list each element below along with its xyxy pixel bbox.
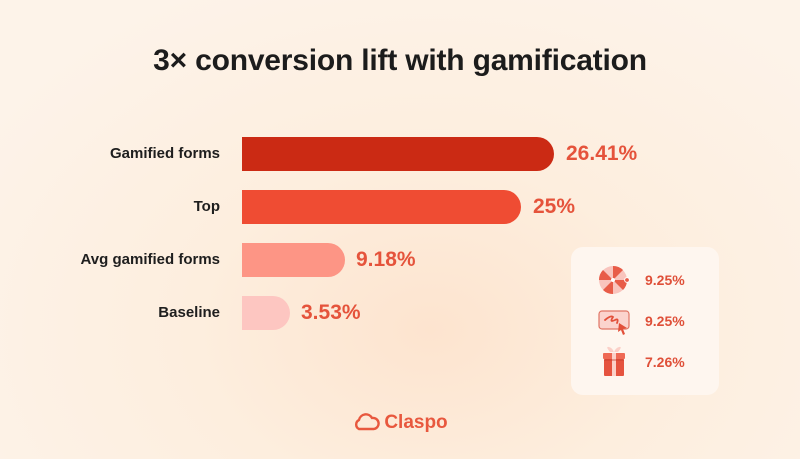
- gamification-types-card: 9.25% 9.25% 7.26%: [571, 247, 719, 395]
- bar-row-baseline: Baseline 3.53%: [0, 296, 800, 330]
- brand-logo: Claspo: [0, 412, 800, 434]
- bar: [242, 190, 521, 224]
- card-item-value: 9.25%: [645, 313, 685, 329]
- bar-value: 9.18%: [356, 248, 416, 271]
- brand-name: Claspo: [384, 412, 448, 433]
- bar: [242, 137, 554, 171]
- bar-value: 25%: [533, 195, 576, 218]
- card-item-value: 7.26%: [645, 354, 685, 370]
- bar-value: 3.53%: [301, 301, 361, 324]
- bar-label: Avg gamified forms: [80, 251, 220, 268]
- card-item-spin-wheel: 9.25%: [571, 262, 719, 298]
- bar-row-avg-gamified-forms: Avg gamified forms 9.18%: [0, 243, 800, 277]
- bar-row-gamified-forms: Gamified forms 26.41%: [0, 137, 800, 171]
- scratch-card-icon: [597, 305, 631, 337]
- card-item-gift-box: 7.26%: [571, 344, 719, 380]
- spin-wheel-icon: [597, 264, 631, 296]
- bar-label: Gamified forms: [109, 145, 220, 162]
- bar: [242, 243, 345, 277]
- bar: [242, 296, 290, 330]
- chart-title: 3× conversion lift with gamification: [153, 44, 647, 77]
- card-item-value: 9.25%: [645, 272, 685, 288]
- cloud-icon: [355, 413, 381, 431]
- bar-label: Top: [193, 198, 220, 215]
- card-item-scratch-card: 9.25%: [571, 303, 719, 339]
- gift-box-icon: [597, 346, 631, 378]
- bar-row-top: Top 25%: [0, 190, 800, 224]
- bar-label: Baseline: [158, 304, 220, 321]
- bar-value: 26.41%: [566, 142, 638, 165]
